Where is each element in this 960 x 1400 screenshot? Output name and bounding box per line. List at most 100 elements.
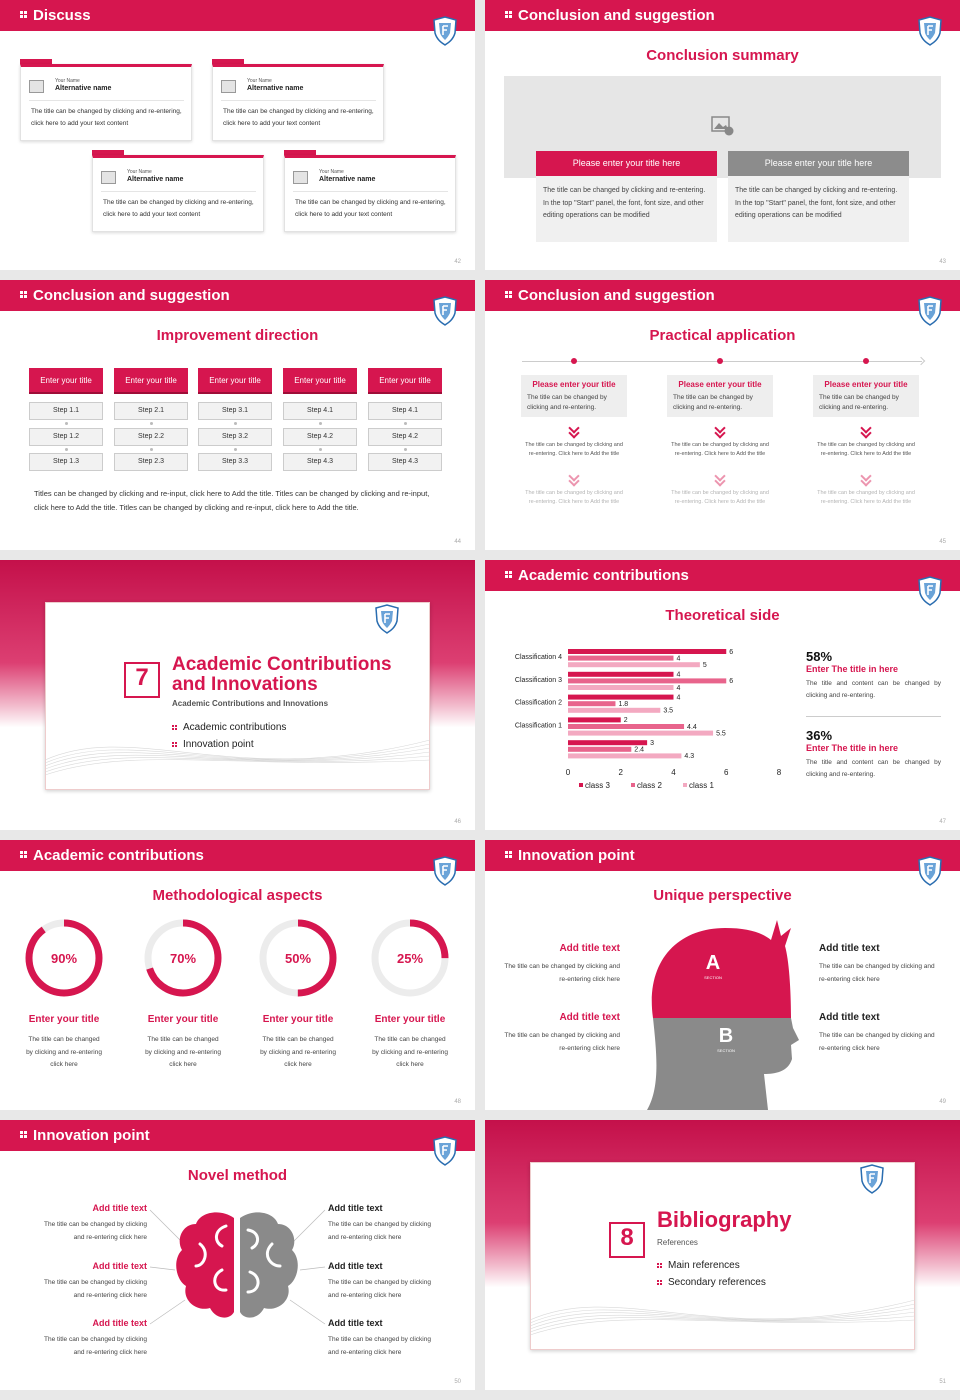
ring-text: The title can be changed by clicking and… <box>372 1036 448 1068</box>
item-title: Add title text <box>328 1260 383 1271</box>
section-letter: A <box>705 952 721 974</box>
wave-line <box>529 1299 916 1321</box>
step-label: Step 1.1 <box>52 407 80 414</box>
step-box <box>29 427 103 446</box>
section-item[interactable]: Academic contributions <box>183 722 287 733</box>
section-subtitle: Academic Contributions and Innovations <box>172 699 329 708</box>
page-number: 44 <box>454 539 461 545</box>
page-number: 50 <box>454 1379 461 1385</box>
logo-emblem <box>439 1143 451 1160</box>
step-dot <box>150 422 153 425</box>
stat-title: Enter The title in here <box>806 743 899 753</box>
wave-line <box>529 1307 916 1327</box>
step-box <box>114 427 188 446</box>
column-text: The title can be changed by clicking and… <box>735 187 898 219</box>
brain-folds <box>194 1224 282 1294</box>
item-text: The title can be changed by clicking and… <box>819 963 935 983</box>
slide[interactable]: Conclusion and suggestion Practical appli… <box>485 280 960 550</box>
value-label: 5 <box>703 662 707 669</box>
logo-emblem <box>439 23 451 40</box>
detail-text: The title can be changed by clicking and… <box>525 442 623 457</box>
header-bar <box>0 280 475 311</box>
slide[interactable]: Innovation point Unique perspective A SECTI… <box>485 840 960 1110</box>
logo <box>918 296 942 326</box>
item-title: Add title text <box>328 1318 383 1328</box>
bar <box>568 740 648 746</box>
column-title-bar <box>536 151 717 176</box>
item-text: The title can be changed by clicking and… <box>328 1278 431 1299</box>
progress-ring <box>25 919 103 997</box>
step-box <box>283 427 357 446</box>
slide[interactable]: Conclusion and suggestion Conclusion summ… <box>485 0 960 270</box>
logo-mark <box>869 1173 875 1183</box>
page-number: 42 <box>454 259 461 265</box>
slide[interactable]: 8 Bibliography References Main references Se… <box>485 1120 960 1390</box>
item-title: Add title text <box>819 1012 880 1023</box>
slide[interactable]: 7 Academic Contributions and Innovations A… <box>0 560 475 830</box>
value-label: 4 <box>677 694 681 701</box>
ring-label: 90% <box>50 951 78 966</box>
timeline-arrow <box>916 356 926 366</box>
wave-line <box>44 751 431 770</box>
column-text: The title can be changed by clicking and… <box>543 187 706 219</box>
step-label: Step 4.3 <box>306 458 334 465</box>
item-text: The title can be changed by clicking and… <box>328 1336 431 1356</box>
slide[interactable]: Conclusion and suggestion Improvement dir… <box>0 280 475 550</box>
step-dot <box>234 447 237 451</box>
bullet-icon <box>172 742 174 744</box>
card-label: Your Name <box>55 78 80 84</box>
section-label: SECTION <box>717 1048 735 1053</box>
page-number: 48 <box>454 1099 461 1105</box>
page-number: 47 <box>939 819 946 825</box>
step-box <box>198 402 272 420</box>
slide[interactable]: Discuss Your Name Alternative name The titl… <box>0 0 475 270</box>
section-label: SECTION <box>704 975 722 980</box>
logo-mark <box>442 305 448 315</box>
brain-left <box>176 1212 234 1318</box>
step-box <box>368 427 442 446</box>
image-icon <box>711 116 734 136</box>
bar <box>568 655 674 661</box>
logo-mark <box>927 25 933 35</box>
bar <box>568 662 700 668</box>
item-title: Add title text <box>92 1318 147 1328</box>
card: Your Name Alternative name The title can b… <box>92 155 264 232</box>
item-text: The title can be changed by clicking and… <box>44 1278 147 1299</box>
logo-mark <box>927 865 933 875</box>
connector <box>299 1266 326 1271</box>
slide[interactable]: Academic contributions Theoretical side Cl… <box>485 560 960 830</box>
bar <box>568 671 674 677</box>
section-item[interactable]: Secondary references <box>668 1277 766 1288</box>
bar <box>568 694 674 700</box>
column-title: Enter your title <box>294 376 346 385</box>
x-tick-label: 8 <box>777 768 782 777</box>
slide[interactable]: Academic contributions Methodological asp… <box>0 840 475 1110</box>
logo <box>918 576 942 606</box>
ring-text: The title can be changed by clicking and… <box>26 1036 102 1068</box>
ring-title: Enter your title <box>28 1014 100 1025</box>
detail-text: The title can be changed by clicking and… <box>671 442 769 457</box>
bullet-icon <box>657 1263 659 1265</box>
section-title: Bibliography <box>657 1207 792 1232</box>
section-item[interactable]: Main references <box>668 1260 740 1271</box>
title-box <box>667 375 773 417</box>
logo <box>433 16 457 46</box>
item-text: The title can be changed by clicking and… <box>44 1336 147 1356</box>
detail-text: The title can be changed by clicking and… <box>817 490 915 505</box>
wave-line <box>44 739 431 761</box>
page-number: 45 <box>939 539 946 545</box>
item-text: The title can be changed by clicking and… <box>819 1032 935 1052</box>
section-item[interactable]: Innovation point <box>183 739 254 750</box>
bar <box>568 678 727 684</box>
item-title: Add title text <box>559 943 620 954</box>
slide[interactable]: Innovation point Novel method Add title te… <box>0 1120 475 1390</box>
step-dot <box>319 422 322 425</box>
ring-text: The title can be changed by clicking and… <box>145 1036 221 1068</box>
step-dot <box>404 447 407 451</box>
step-label: Step 4.3 <box>391 458 419 465</box>
paragraph: Titles can be changed by clicking and re… <box>34 489 430 512</box>
step-box <box>283 453 357 471</box>
column-text: The title can be changed by clicking and… <box>819 394 899 411</box>
category-label: Classification 2 <box>515 700 562 707</box>
column-title: Enter your title <box>379 376 431 385</box>
